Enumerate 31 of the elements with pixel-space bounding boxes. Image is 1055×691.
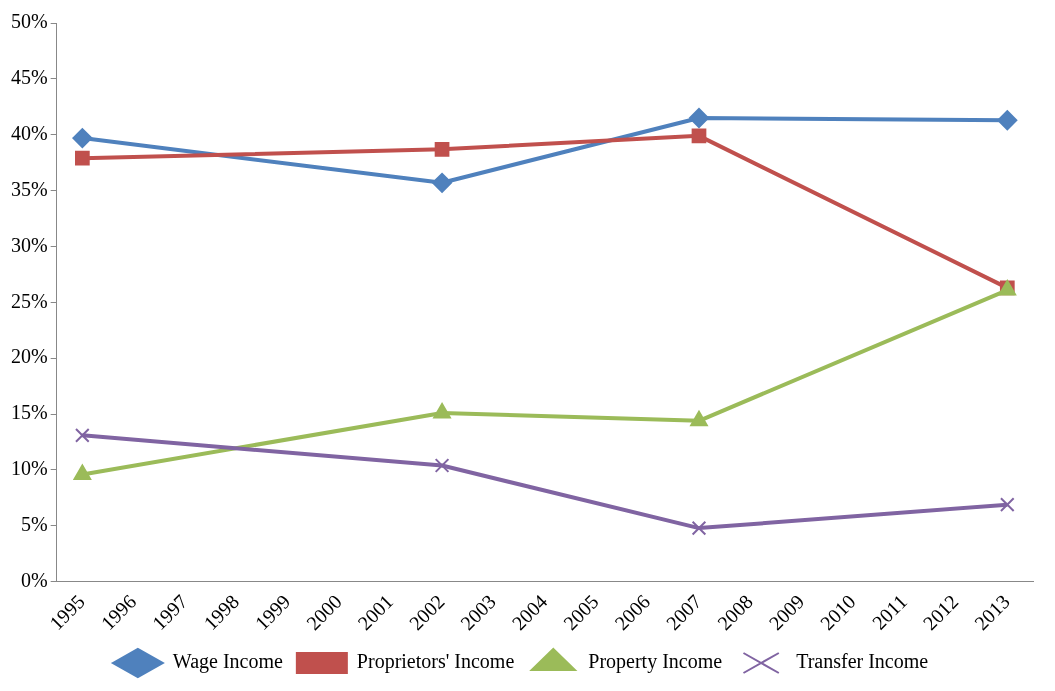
legend-label: Wage Income [172, 650, 283, 674]
point [997, 110, 1018, 131]
point [434, 141, 450, 157]
y-tick-label: 10% [10, 457, 48, 480]
y-tick-label: 35% [10, 177, 48, 200]
point [73, 464, 92, 480]
point [74, 427, 90, 443]
y-tick-label: 20% [10, 345, 48, 368]
x-tick-label: 1999 [250, 590, 295, 635]
point [690, 410, 708, 427]
point [999, 497, 1015, 512]
point [72, 128, 93, 149]
y-tick-label: 40% [10, 122, 48, 144]
point [433, 403, 451, 419]
x-tick-label: 2011 [867, 590, 912, 634]
legend-label: Property Income [588, 650, 723, 674]
y-tick-label: 25% [10, 289, 48, 312]
y-tick-label: 45% [10, 66, 48, 89]
legend-label: Proprietors' Income [356, 650, 515, 674]
point [688, 107, 709, 128]
y-tick-label: 15% [10, 401, 48, 424]
point [434, 458, 450, 473]
y-tick-label: 50% [10, 10, 48, 33]
point [432, 172, 453, 193]
point [691, 520, 707, 536]
legend-label: Transfer Income [796, 650, 929, 673]
point [691, 128, 707, 144]
point [74, 150, 90, 166]
y-tick-label: 30% [10, 233, 48, 256]
y-tick-label: 0% [20, 569, 48, 591]
y-tick-label: 5% [20, 513, 48, 536]
